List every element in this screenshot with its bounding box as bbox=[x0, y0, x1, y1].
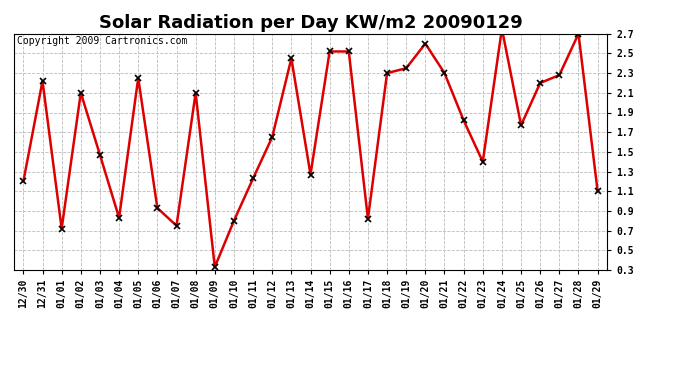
Text: Copyright 2009 Cartronics.com: Copyright 2009 Cartronics.com bbox=[17, 36, 187, 46]
Title: Solar Radiation per Day KW/m2 20090129: Solar Radiation per Day KW/m2 20090129 bbox=[99, 14, 522, 32]
